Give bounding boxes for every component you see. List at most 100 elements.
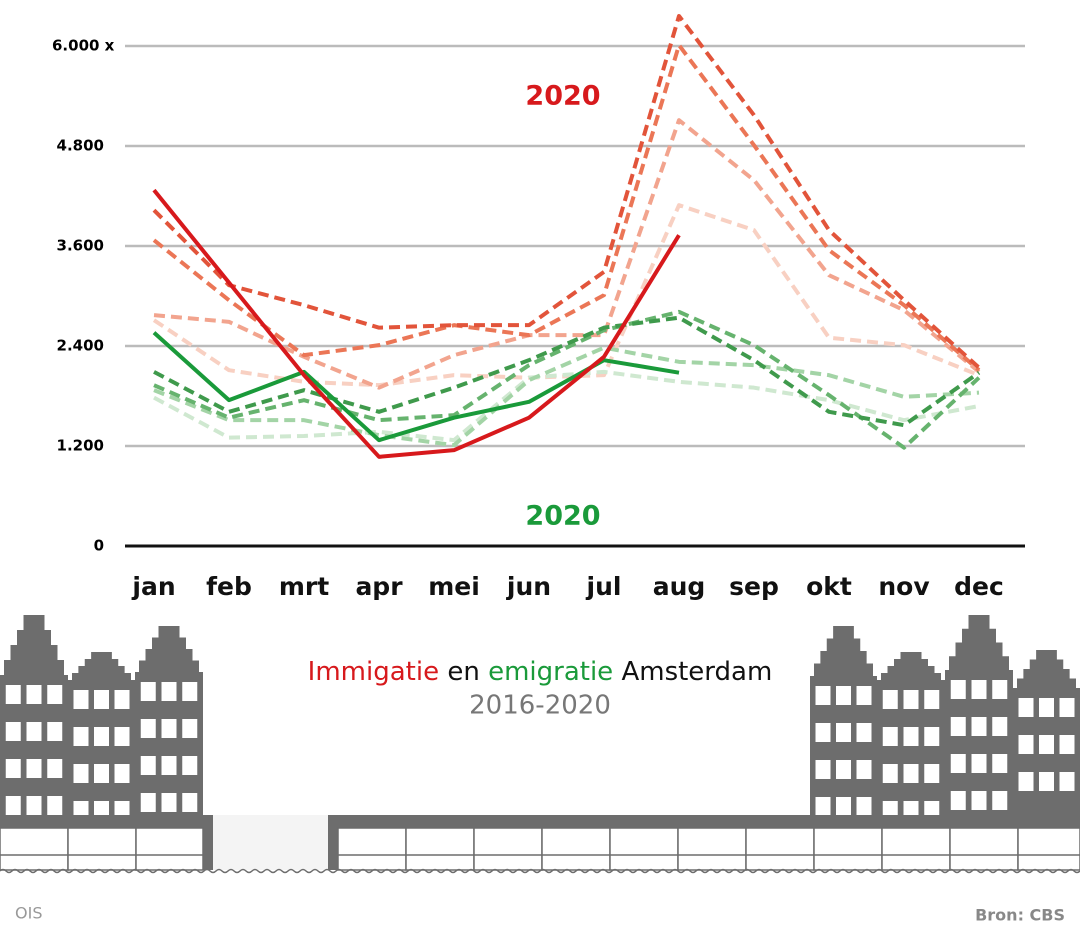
- window: [73, 690, 89, 709]
- quay-stone: [745, 827, 815, 871]
- window: [1018, 772, 1034, 791]
- title-part: emigratie: [488, 657, 613, 687]
- window: [882, 764, 898, 783]
- window: [971, 680, 987, 699]
- y-tick-label: 4.800: [57, 137, 104, 155]
- x-tick-label: sep: [729, 572, 779, 601]
- window: [5, 685, 21, 704]
- series-line: [152, 203, 980, 388]
- x-tick-label: aug: [653, 572, 706, 601]
- window: [882, 690, 898, 709]
- window: [47, 722, 63, 741]
- x-tick-label: okt: [806, 572, 852, 601]
- window: [26, 796, 42, 815]
- window: [836, 686, 851, 705]
- window: [992, 680, 1008, 699]
- annotation: 2020: [525, 501, 600, 532]
- window: [26, 759, 42, 778]
- window: [856, 723, 872, 742]
- window: [1018, 735, 1034, 754]
- window: [1039, 735, 1054, 754]
- title-part: Amsterdam: [621, 657, 772, 687]
- window: [26, 685, 42, 704]
- window: [992, 717, 1008, 736]
- window: [1059, 698, 1075, 717]
- window: [47, 685, 63, 704]
- window: [856, 797, 872, 816]
- quay-stone: [677, 827, 747, 871]
- house: [810, 626, 877, 815]
- window: [1039, 698, 1054, 717]
- window: [73, 727, 89, 746]
- window: [924, 764, 940, 783]
- window: [47, 759, 63, 778]
- x-tick-label: jan: [131, 572, 175, 601]
- window: [815, 686, 831, 705]
- series-line: [152, 188, 681, 459]
- window: [140, 793, 156, 812]
- window: [182, 756, 198, 775]
- house: [945, 615, 1013, 815]
- quay-stone: [813, 827, 883, 871]
- window: [94, 764, 109, 783]
- window: [950, 754, 966, 773]
- y-tick-label: 2.400: [57, 337, 104, 355]
- y-tick-label: 1.200: [57, 437, 104, 455]
- window: [950, 791, 966, 810]
- window: [950, 680, 966, 699]
- bridge-gap: [213, 815, 328, 870]
- window: [114, 764, 130, 783]
- window: [836, 723, 851, 742]
- window: [815, 723, 831, 742]
- window: [94, 690, 109, 709]
- quay-stone: [1017, 827, 1080, 871]
- annotation: 2020: [525, 81, 600, 112]
- city-skyline: [0, 615, 1080, 874]
- y-tick-label: 0: [94, 537, 104, 555]
- x-tick-label: mei: [428, 572, 480, 601]
- window: [1018, 698, 1034, 717]
- window: [161, 756, 177, 775]
- x-tick-label: apr: [355, 572, 403, 601]
- window: [161, 719, 177, 738]
- window: [182, 682, 198, 701]
- window: [47, 796, 63, 815]
- x-tick-label: nov: [878, 572, 929, 601]
- quay-stone: [337, 827, 407, 871]
- window: [5, 722, 21, 741]
- quay-stone: [473, 827, 543, 871]
- window: [114, 690, 130, 709]
- x-tick-label: feb: [206, 572, 252, 601]
- quay-stone: [0, 827, 69, 871]
- window: [836, 797, 851, 816]
- window: [903, 690, 919, 709]
- source: Bron: CBS: [975, 906, 1065, 925]
- window: [992, 754, 1008, 773]
- x-tick-label: dec: [954, 572, 1004, 601]
- title-part: Immigatie: [308, 657, 439, 687]
- window: [971, 717, 987, 736]
- quay-stone: [405, 827, 475, 871]
- window: [140, 719, 156, 738]
- window: [161, 682, 177, 701]
- window: [1039, 772, 1054, 791]
- window: [5, 759, 21, 778]
- series-line: [153, 345, 980, 448]
- water: [0, 868, 1080, 874]
- window: [971, 754, 987, 773]
- window: [1059, 735, 1075, 754]
- x-tick-label: jun: [506, 572, 551, 601]
- series-line: [153, 118, 981, 390]
- window: [971, 791, 987, 810]
- quay: [0, 815, 1080, 828]
- quay-stone: [949, 827, 1019, 871]
- house: [0, 615, 68, 815]
- window: [882, 727, 898, 746]
- y-tick-label: 6.000 x: [52, 37, 115, 55]
- window: [815, 797, 831, 816]
- window: [856, 760, 872, 779]
- window: [94, 727, 109, 746]
- x-tick-label: jul: [586, 572, 622, 601]
- window: [903, 727, 919, 746]
- window: [992, 791, 1008, 810]
